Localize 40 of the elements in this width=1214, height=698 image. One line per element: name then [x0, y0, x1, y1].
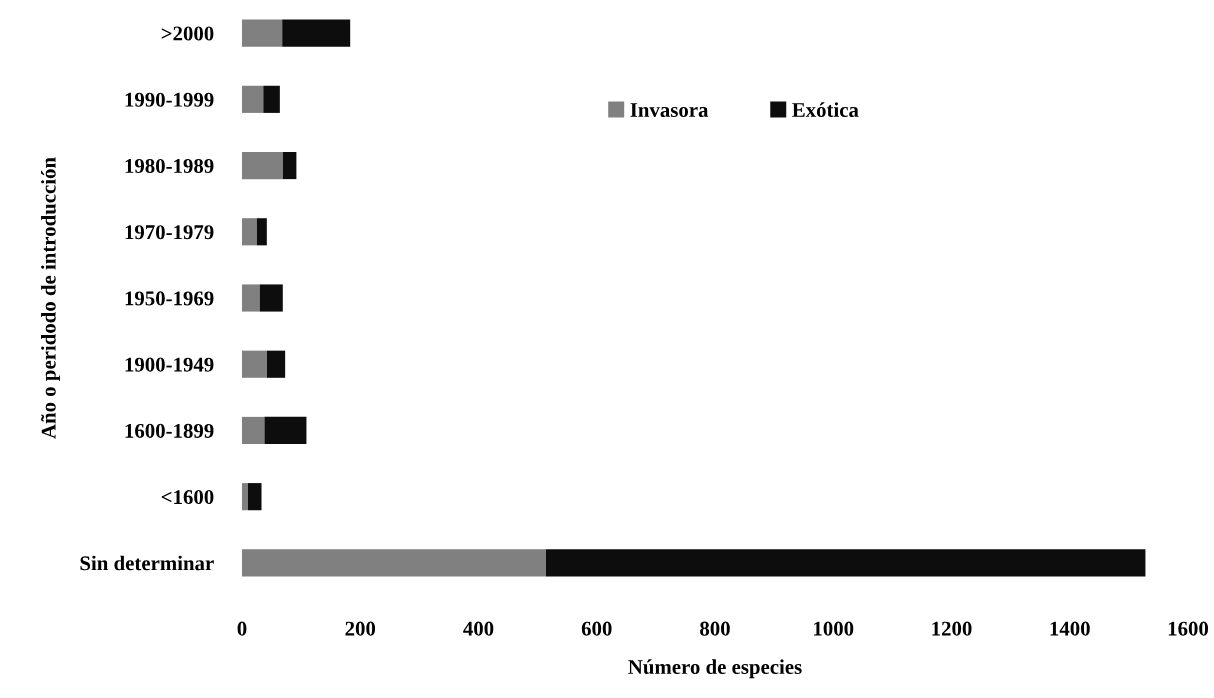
bar	[242, 416, 265, 445]
x-tick-label: 1200	[932, 621, 972, 636]
x-tick-label: 200	[345, 621, 376, 636]
y-tick-label: >2000	[161, 26, 214, 41]
x-tick-label: 1000	[814, 621, 854, 636]
x-tick-label: 0	[237, 621, 247, 636]
x-tick-label: 400	[463, 621, 494, 636]
bar	[242, 483, 248, 511]
x-tick-label: 1400	[1050, 621, 1090, 636]
bar	[242, 284, 260, 312]
x-axis-title: Número de especies	[628, 659, 802, 679]
bar	[266, 350, 286, 378]
bar	[545, 549, 1146, 577]
y-tick-label: 1990-1999	[125, 92, 214, 107]
bar	[242, 350, 267, 378]
bar	[259, 284, 283, 312]
x-tick-label: 800	[700, 621, 730, 636]
x-tick-label: 600	[581, 621, 612, 636]
y-tick-label: Sin determinar	[80, 555, 214, 571]
bar	[256, 218, 267, 246]
bar	[282, 151, 297, 180]
bar	[247, 483, 262, 511]
y-tick-label: 1970-1979	[125, 225, 214, 240]
y-axis-title: Año o peridodo de introducción	[41, 157, 60, 439]
legend-label: Invasora	[630, 103, 709, 117]
bar	[242, 549, 546, 577]
y-tick-label: 1950-1969	[125, 291, 214, 306]
bar	[242, 19, 283, 47]
x-tick-label: 1600	[1168, 621, 1209, 636]
bar	[263, 85, 280, 113]
y-tick-label: <1600	[161, 490, 214, 505]
y-tick-label: 1980-1989	[125, 158, 214, 173]
bar	[242, 151, 283, 180]
y-tick-label: 1900-1949	[125, 357, 214, 372]
bar	[264, 416, 307, 445]
legend-label: Exótica	[792, 102, 859, 117]
bar	[282, 19, 351, 47]
bar	[242, 85, 264, 113]
y-tick-label: 1600-1899	[125, 423, 214, 438]
bar	[242, 218, 257, 246]
